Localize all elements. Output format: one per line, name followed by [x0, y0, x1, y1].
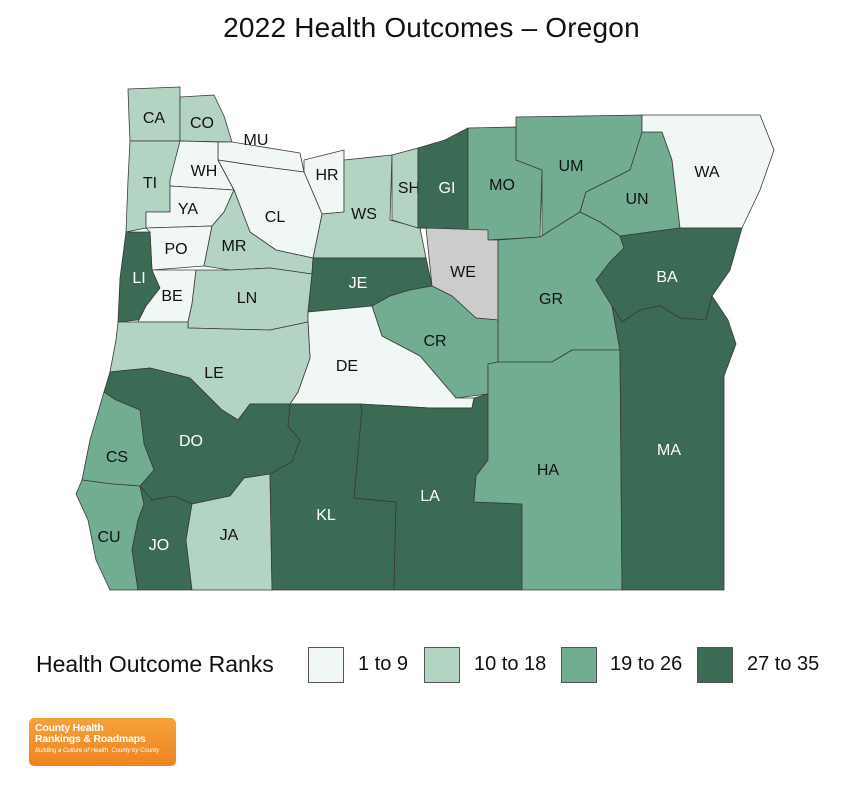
county-label-we: WE	[450, 264, 476, 281]
county-kl[interactable]: KL	[269, 403, 397, 591]
legend-swatch-2	[424, 647, 460, 683]
county-ma[interactable]: MA	[611, 295, 737, 591]
county-label-ba: BA	[656, 269, 678, 286]
county-ba[interactable]: BA	[595, 227, 743, 323]
county-label-je: JE	[349, 275, 368, 292]
county-label-cs: CS	[106, 449, 128, 466]
county-jo[interactable]: JO	[131, 485, 193, 591]
legend-swatch-3	[561, 647, 597, 683]
logo-line-2: Rankings & Roadmaps	[35, 733, 146, 745]
county-label-ja: JA	[220, 527, 239, 544]
county-label-jo: JO	[149, 537, 169, 554]
county-cs[interactable]: CS	[81, 391, 155, 487]
county-label-cl: CL	[265, 209, 286, 226]
county-label-sh: SH	[398, 180, 420, 197]
county-label-mo: MO	[489, 177, 515, 194]
county-ln[interactable]: LN	[187, 267, 313, 331]
county-label-wh: WH	[191, 163, 218, 180]
county-label-um: UM	[559, 158, 584, 175]
county-gi[interactable]: GI	[417, 127, 469, 231]
county-health-rankings-logo: County Health Rankings & Roadmaps Buildi…	[29, 718, 176, 766]
county-shape-ha[interactable]	[473, 349, 623, 591]
legend-label-4: 27 to 35	[747, 653, 820, 675]
legend-swatch-1	[308, 647, 344, 683]
county-sh[interactable]: SH	[391, 147, 420, 229]
county-label-le: LE	[204, 365, 224, 382]
county-label-ln: LN	[237, 290, 257, 307]
county-label-cr: CR	[423, 333, 446, 350]
county-cl[interactable]: CL	[217, 159, 323, 259]
logo-line-1: County Health	[35, 722, 104, 734]
county-label-la: LA	[420, 488, 440, 505]
county-cu[interactable]: CU	[75, 479, 145, 591]
county-ja[interactable]: JA	[185, 473, 273, 591]
county-hr[interactable]: HR	[303, 149, 345, 215]
legend-label-1: 1 to 9	[358, 653, 409, 675]
county-wa[interactable]: WA	[641, 114, 775, 229]
county-label-ya: YA	[178, 201, 198, 218]
county-wh[interactable]: WH	[169, 140, 235, 191]
legend-title: Health Outcome Ranks	[36, 651, 274, 677]
county-shape-ma[interactable]	[611, 295, 737, 591]
county-label-ma: MA	[657, 442, 681, 459]
county-label-kl: KL	[316, 507, 336, 524]
county-label-ti: TI	[143, 175, 157, 192]
county-shape-cs[interactable]	[81, 391, 155, 487]
county-label-un: UN	[625, 191, 648, 208]
county-label-gi: GI	[439, 180, 456, 197]
county-ha[interactable]: HA	[473, 349, 623, 591]
legend-label-3: 19 to 26	[610, 653, 683, 675]
county-label-ha: HA	[537, 462, 560, 479]
county-label-ws: WS	[351, 206, 377, 223]
legend: Health Outcome Ranks 1 to 9 10 to 18 19 …	[36, 645, 836, 687]
county-co[interactable]: CO	[179, 94, 233, 143]
county-label-cu: CU	[97, 529, 120, 546]
county-label-mr: MR	[222, 238, 247, 255]
county-shape-po[interactable]	[145, 225, 213, 271]
county-label-be: BE	[161, 288, 182, 305]
county-label-co: CO	[190, 115, 214, 132]
county-label-ca: CA	[143, 110, 166, 127]
logo-tagline: Building a Culture of Health, County by …	[35, 748, 160, 754]
legend-swatch-4	[697, 647, 733, 683]
county-label-po: PO	[164, 241, 187, 258]
county-po[interactable]: PO	[145, 225, 213, 271]
map-title: 2022 Health Outcomes – Oregon	[223, 12, 640, 43]
county-label-de: DE	[336, 358, 358, 375]
county-label-hr: HR	[315, 167, 338, 184]
county-label-li: LI	[132, 270, 145, 287]
county-ca[interactable]: CA	[127, 86, 181, 142]
county-shape-gi[interactable]	[417, 127, 469, 231]
county-label-mu: MU	[244, 132, 269, 149]
county-label-wa: WA	[694, 164, 720, 181]
county-label-gr: GR	[539, 291, 563, 308]
county-shape-co[interactable]	[179, 94, 233, 143]
county-label-do: DO	[179, 433, 203, 450]
legend-label-2: 10 to 18	[474, 653, 547, 675]
